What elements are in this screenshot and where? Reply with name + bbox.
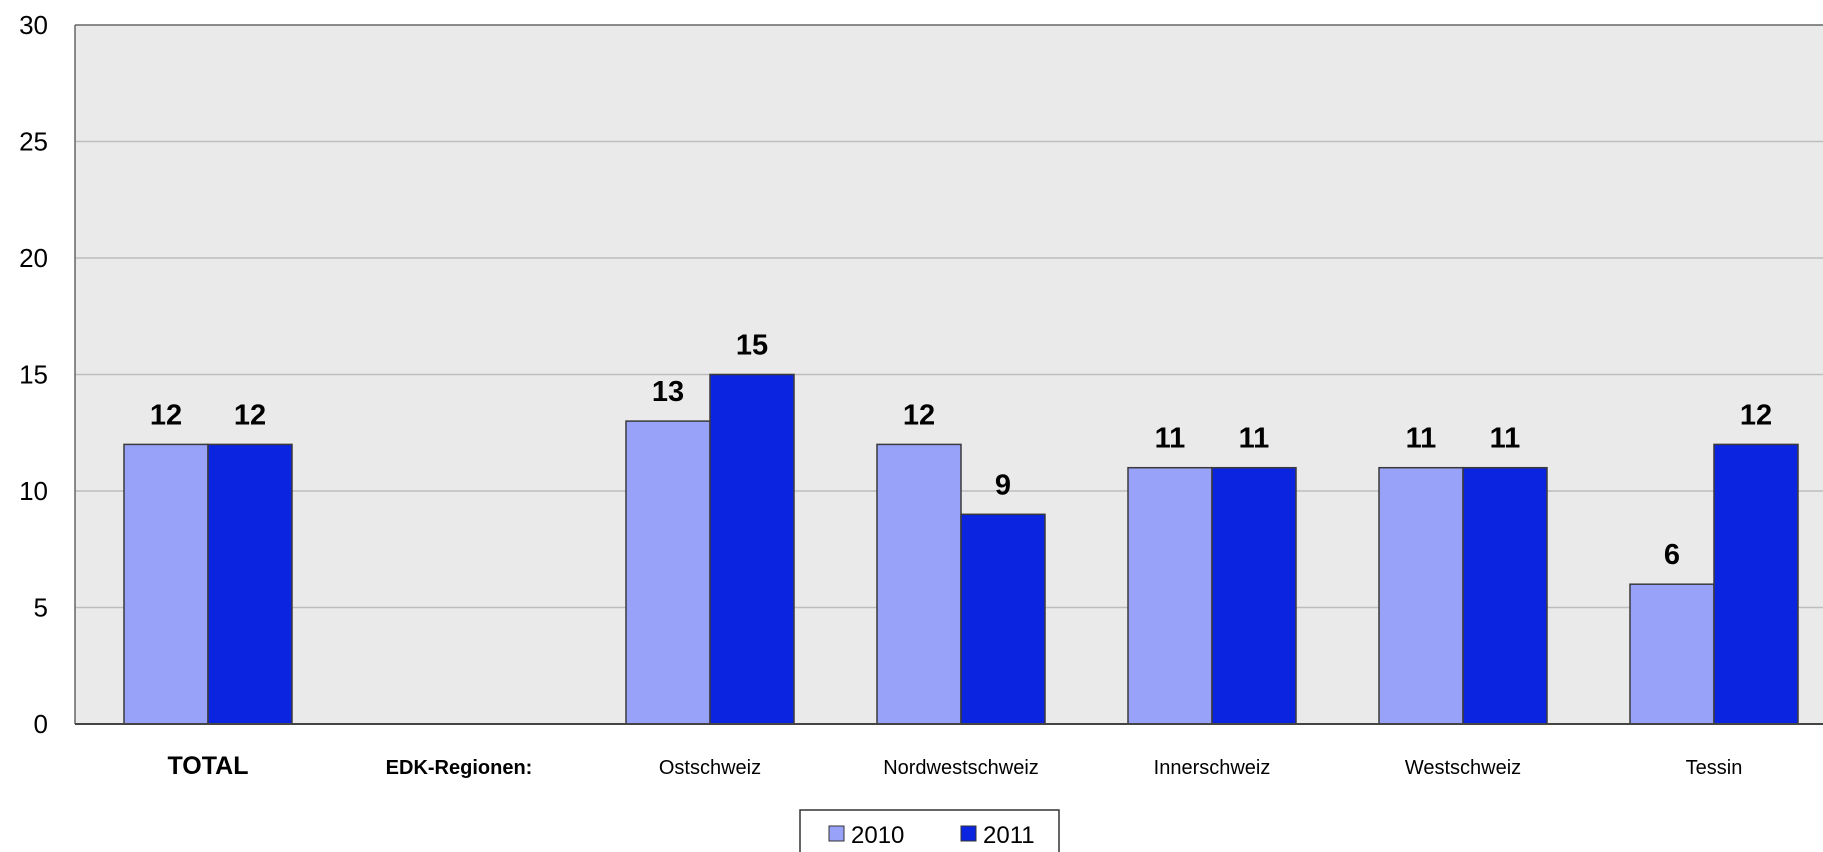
x-category-label: Nordwestschweiz — [883, 757, 1039, 779]
legend-swatch — [960, 825, 977, 842]
data-label: 11 — [1155, 423, 1186, 455]
data-label: 11 — [1406, 423, 1437, 455]
y-tick-labels: 0 5 10 15 20 25 30 — [19, 10, 48, 739]
legend-label: 2011 — [983, 822, 1035, 849]
y-tick-label: 25 — [19, 127, 48, 157]
bar-2010-total — [123, 443, 209, 725]
data-label: 11 — [1239, 423, 1270, 455]
bar-2010-westschweiz — [1378, 466, 1464, 725]
y-tick-label: 0 — [34, 709, 48, 739]
legend: 2010 2011 — [799, 809, 1060, 852]
data-label: 12 — [1740, 399, 1772, 431]
legend-label: 2010 — [851, 822, 904, 849]
y-tick-label: 30 — [19, 10, 48, 40]
bar-2011-westschweiz — [1462, 466, 1548, 725]
bar-2010-ostschweiz — [625, 420, 711, 725]
x-category-label: Tessin — [1686, 757, 1743, 779]
bar-2011-nordwestschweiz — [960, 513, 1046, 725]
x-category-labels: TOTAL EDK-Regionen: Ostschweiz Nordwestschw… — [167, 752, 1742, 780]
data-label: 15 — [736, 330, 768, 362]
bar-2011-tessin — [1713, 443, 1799, 725]
data-labels: 12 12 13 15 12 9 11 11 11 11 6 12 — [150, 330, 1772, 572]
data-label: 13 — [652, 376, 684, 408]
bar-2010-tessin — [1629, 583, 1715, 725]
bar-2011-innerschweiz — [1211, 466, 1297, 725]
bars — [123, 373, 1799, 725]
y-tick-label: 15 — [19, 360, 48, 390]
data-label: 12 — [234, 399, 266, 431]
y-tick-label: 20 — [19, 243, 48, 273]
data-label: 6 — [1664, 539, 1680, 571]
data-label: 12 — [903, 399, 935, 431]
bar-2011-total — [207, 443, 293, 725]
x-category-label: TOTAL — [167, 752, 248, 780]
data-label: 12 — [150, 399, 182, 431]
bar-2010-innerschweiz — [1127, 466, 1213, 725]
y-tick-label: 5 — [34, 593, 48, 623]
x-category-label: Ostschweiz — [659, 757, 761, 779]
data-label: 9 — [995, 469, 1011, 501]
legend-swatch — [828, 825, 845, 842]
data-label: 11 — [1490, 423, 1521, 455]
bar-2011-ostschweiz — [709, 373, 795, 725]
bar-2010-nordwestschweiz — [876, 443, 962, 725]
x-category-label: Westschweiz — [1405, 757, 1521, 779]
x-category-label: Innerschweiz — [1154, 757, 1271, 779]
x-category-label: EDK-Regionen: — [386, 757, 533, 779]
y-tick-label: 10 — [19, 476, 48, 506]
